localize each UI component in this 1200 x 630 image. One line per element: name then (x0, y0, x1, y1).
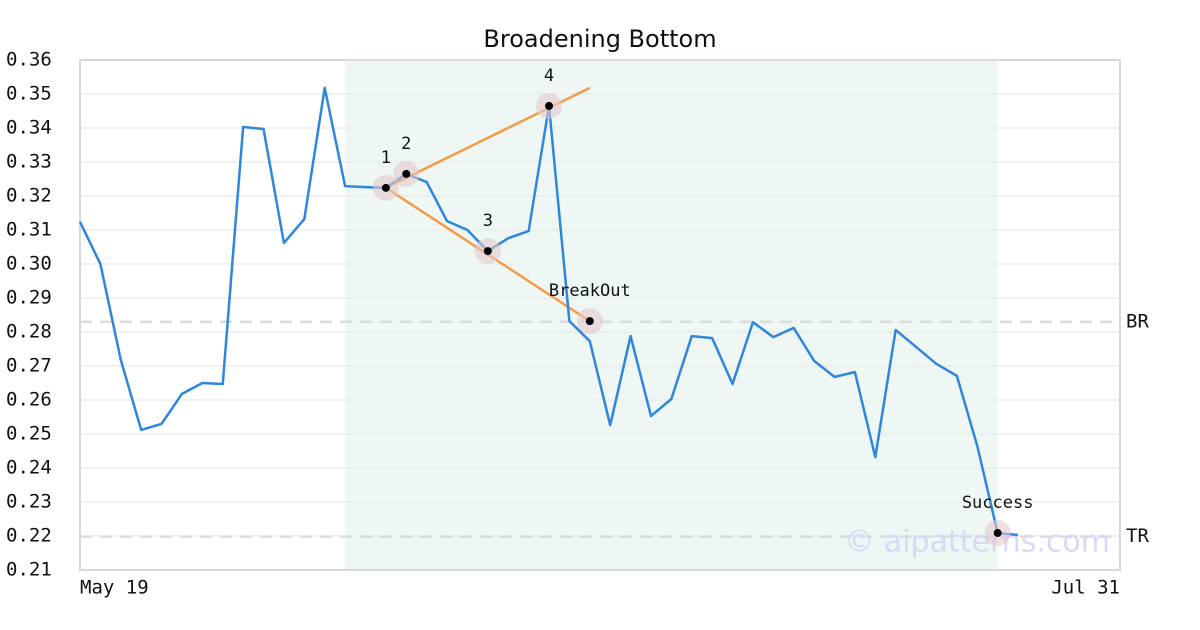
y-tick-label: 0.26 (6, 389, 52, 411)
marker-label: 4 (544, 66, 554, 86)
level-label: TR (1126, 525, 1149, 547)
y-tick-label: 0.27 (6, 355, 52, 377)
plot-frame (79, 59, 1121, 571)
y-tick-label: 0.34 (6, 117, 52, 139)
y-tick-label: 0.29 (6, 287, 52, 309)
y-tick-label: 0.28 (6, 321, 52, 343)
x-tick-label: Jul 31 (1051, 577, 1120, 599)
pattern-region (345, 60, 998, 570)
marker-label: BreakOut (549, 281, 631, 301)
y-tick-label: 0.36 (6, 49, 52, 71)
marker-dot (381, 183, 390, 192)
marker-label: Success (962, 493, 1034, 513)
level-label: BR (1126, 310, 1149, 332)
marker-dot (402, 169, 411, 178)
y-tick-label: 0.30 (6, 253, 52, 275)
chart-title: Broadening Bottom (483, 25, 716, 53)
y-tick-label: 0.24 (6, 457, 52, 479)
marker-dot (483, 247, 492, 256)
marker-label: 1 (381, 148, 391, 168)
y-tick-label: 0.22 (6, 525, 52, 547)
y-tick-label: 0.25 (6, 423, 52, 445)
marker-label: 3 (483, 211, 493, 231)
marker-label: 2 (401, 134, 411, 154)
y-tick-label: 0.21 (6, 559, 52, 581)
marker-dot (545, 101, 554, 110)
marker-dot (585, 317, 594, 326)
marker-dot (993, 528, 1002, 537)
y-tick-label: 0.32 (6, 185, 52, 207)
x-tick-label: May 19 (80, 577, 149, 599)
y-tick-label: 0.31 (6, 219, 52, 241)
y-tick-label: 0.23 (6, 491, 52, 513)
y-tick-label: 0.33 (6, 151, 52, 173)
watermark: © aipatterns.com (844, 525, 1110, 560)
y-tick-label: 0.35 (6, 83, 52, 105)
